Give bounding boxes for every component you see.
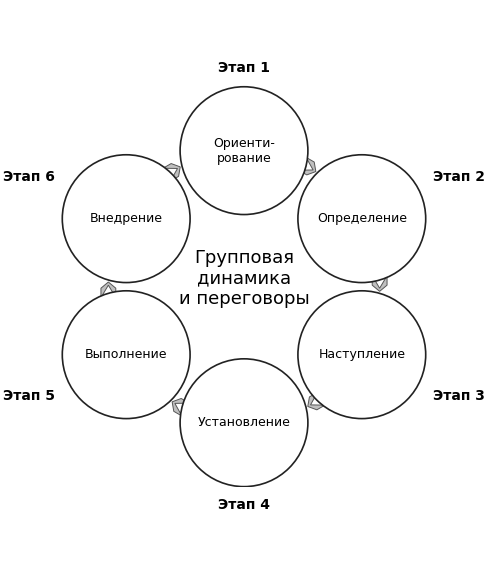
Polygon shape bbox=[367, 267, 392, 291]
Text: Определение: Определение bbox=[317, 212, 407, 225]
Text: Внедрение: Внедрение bbox=[90, 212, 163, 225]
Circle shape bbox=[62, 155, 190, 283]
Polygon shape bbox=[308, 383, 335, 410]
Text: Групповая
динамика
и переговоры: Групповая динамика и переговоры bbox=[179, 249, 309, 308]
Text: Этап 4: Этап 4 bbox=[218, 498, 270, 512]
Circle shape bbox=[180, 359, 308, 486]
Text: Этап 5: Этап 5 bbox=[3, 389, 55, 403]
Polygon shape bbox=[172, 398, 200, 425]
Circle shape bbox=[62, 291, 190, 419]
Text: Наступление: Наступление bbox=[318, 348, 406, 361]
Text: Установление: Установление bbox=[198, 416, 290, 429]
Polygon shape bbox=[288, 148, 316, 175]
Text: Этап 2: Этап 2 bbox=[433, 171, 485, 185]
Text: Ориенти-
рование: Ориенти- рование bbox=[213, 137, 275, 164]
Circle shape bbox=[298, 155, 426, 283]
Text: Этап 3: Этап 3 bbox=[433, 389, 485, 403]
Polygon shape bbox=[153, 164, 180, 190]
Circle shape bbox=[298, 291, 426, 419]
Text: Выполнение: Выполнение bbox=[85, 348, 167, 361]
Text: Этап 1: Этап 1 bbox=[218, 61, 270, 75]
Polygon shape bbox=[96, 282, 121, 307]
Text: Этап 6: Этап 6 bbox=[3, 171, 55, 185]
Circle shape bbox=[180, 87, 308, 214]
